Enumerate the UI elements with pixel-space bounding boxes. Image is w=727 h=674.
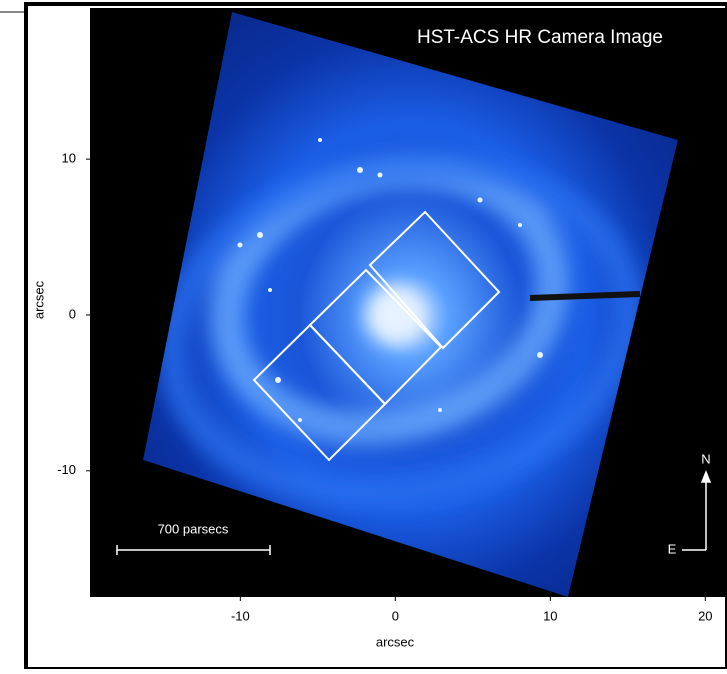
x-tick-label: -10 [231,608,250,623]
x-tick-label: 0 [392,608,399,623]
scale-bar-label: 700 parsecs [158,521,229,536]
y-tick-label: 10 [62,151,76,166]
y-tick-label: 0 [69,306,76,321]
artifact [530,294,640,298]
y-axis-label: arcsec [31,280,46,319]
x-axis-label: arcsec [376,634,415,649]
compass-north: N [701,451,710,466]
page: HST-ACS HR Camera Image 700 parsecs N E … [0,0,727,669]
figure: HST-ACS HR Camera Image 700 parsecs N E … [0,0,727,669]
x-tick-label: 10 [543,608,557,623]
compass-east: E [668,541,677,556]
y-tick-label: -10 [57,462,76,477]
title: HST-ACS HR Camera Image [417,27,663,48]
x-tick-label: 20 [698,608,712,623]
